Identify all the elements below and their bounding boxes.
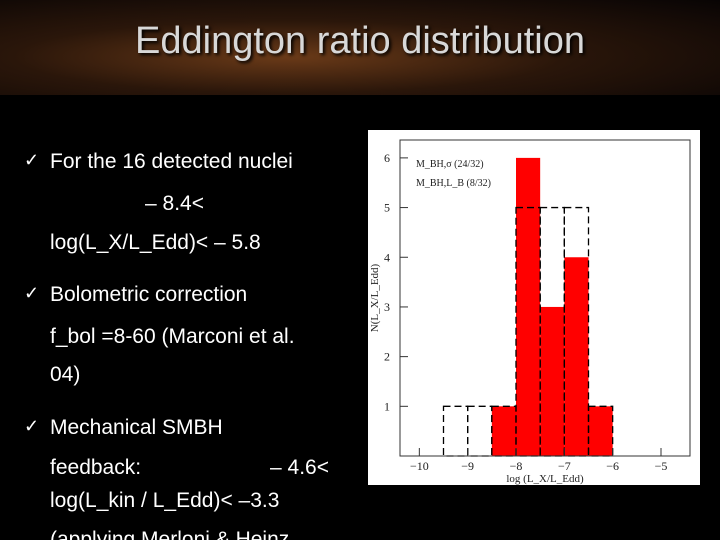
bar [491,406,516,456]
bar [564,257,589,456]
bullet-line: For the 16 detected nuclei [50,150,293,173]
y-tick-label: 3 [384,300,390,314]
y-tick-label: 6 [384,151,390,165]
y-tick-label: 4 [384,250,390,264]
x-tick-label: −6 [606,459,619,473]
check-icon: ✓ [24,150,40,170]
y-tick-label: 1 [384,399,390,413]
bullet-line: f_bol =8-60 (Marconi et al. [50,325,295,348]
bar [588,406,613,456]
legend-entry: M_BH,σ (24/32) [416,159,484,170]
check-icon: ✓ [24,416,40,436]
x-tick-label: −8 [510,459,523,473]
bar [587,405,614,457]
x-tick-label: −5 [655,459,668,473]
legend-entry: M_BH,L_B (8/32) [416,178,491,189]
y-axis-label: N(L_X/L_Edd) [369,263,381,332]
bar [563,206,590,457]
bullet-line: 04) [50,363,81,386]
bar [540,306,565,456]
y-tick-label: 2 [384,350,390,364]
x-axis-label: log (L_X/L_Edd) [506,473,584,485]
x-tick-label: −9 [461,459,474,473]
x-tick-label: −10 [410,459,429,473]
bullet-line: Mechanical SMBH [50,416,223,439]
bullet-line: (applying Merloni & Heinz [50,528,290,540]
bullet-line: log(L_kin / L_Edd)< –3.3 [50,489,280,512]
check-icon: ✓ [24,283,40,303]
title-band [0,0,720,95]
bullet-line: Bolometric correction [50,283,248,306]
bar [516,157,541,457]
bullet-line: – 8.4< [145,192,204,215]
plot-frame [399,139,691,457]
x-tick-label: −7 [558,459,571,473]
bullet-line: feedback: [50,456,142,479]
slide-title: Eddington ratio distribution [135,20,585,62]
bullet-line: – 4.6< [270,456,329,479]
y-tick-label: 5 [384,201,390,215]
bullet-line: log(L_X/L_Edd)< – 5.8 [50,231,261,254]
